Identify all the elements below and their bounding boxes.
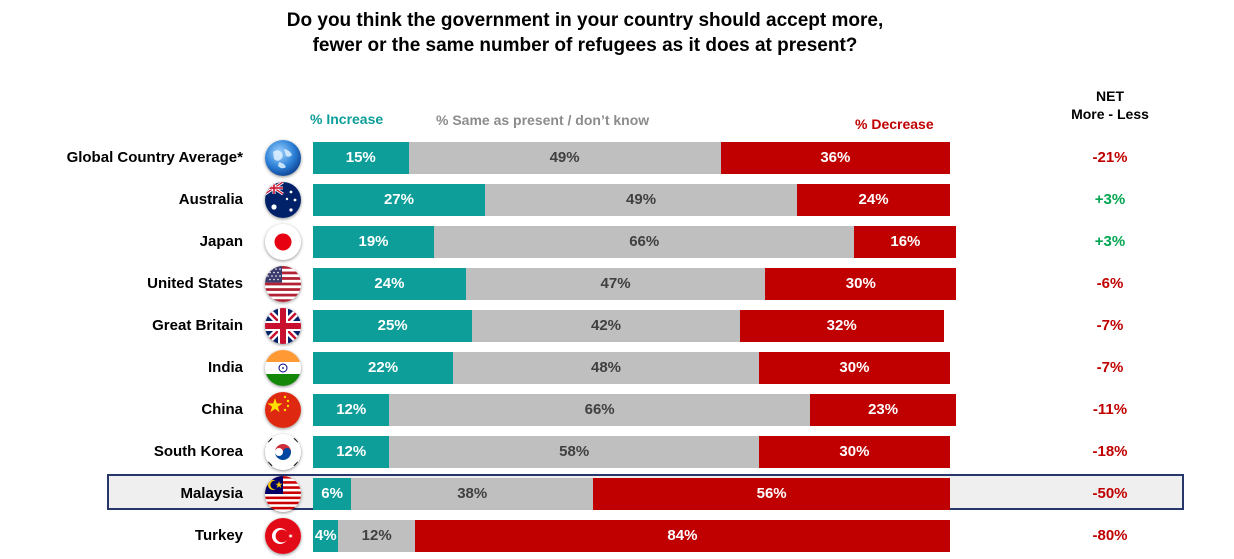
bar-dec-japan: 16% <box>854 226 957 258</box>
country-label-great-britain: Great Britain <box>152 317 243 334</box>
bar-same-great-britain: 42% <box>472 310 740 342</box>
country-label-global-country-average: Global Country Average* <box>66 149 243 166</box>
bar-same-malaysia: 38% <box>351 478 594 510</box>
turkey-flag-icon <box>265 518 301 554</box>
bar-dec-china: 23% <box>809 394 957 426</box>
bar-same-india: 48% <box>453 352 759 384</box>
net-value-great-britain: -7% <box>1096 317 1124 334</box>
bar-inc-south-korea: 12% <box>313 436 390 468</box>
country-label-japan: Japan <box>199 233 243 250</box>
country-label-turkey: Turkey <box>194 527 243 544</box>
bar-row-japan: Japan 19% 66% 16% +3% <box>0 224 1234 260</box>
net-header-line-2: More - Less <box>1071 106 1149 122</box>
bar-same-global-country-average: 49% <box>408 142 721 174</box>
net-column-header: NET More - Less <box>1040 87 1180 123</box>
net-value-japan: +3% <box>1094 233 1126 250</box>
china-flag-icon <box>265 392 301 428</box>
bar-same-united-states: 47% <box>465 268 766 300</box>
bar-same-turkey: 12% <box>338 520 415 552</box>
usa-flag-icon <box>265 266 301 302</box>
bar-same-south-korea: 58% <box>389 436 759 468</box>
malaysia-flag-icon <box>265 476 301 512</box>
country-label-united-states: United States <box>147 275 243 292</box>
chart-title: Do you think the government in your coun… <box>0 8 1170 58</box>
australia-flag-icon <box>265 182 301 218</box>
bar-same-japan: 66% <box>434 226 855 258</box>
bar-row-turkey: Turkey 4% 12% 84% -80% <box>0 518 1234 554</box>
india-flag-icon <box>265 350 301 386</box>
south-korea-flag-icon <box>265 434 301 470</box>
net-value-india: -7% <box>1096 359 1124 376</box>
bar-same-australia: 49% <box>484 184 798 216</box>
bar-dec-turkey: 84% <box>414 520 950 552</box>
bar-dec-great-britain: 32% <box>739 310 944 342</box>
bar-inc-china: 12% <box>313 394 390 426</box>
bar-dec-india: 30% <box>758 352 950 384</box>
bar-inc-turkey: 4% <box>313 520 339 552</box>
chart-title-line-2: fewer or the same number of refugees as … <box>312 35 858 56</box>
country-label-australia: Australia <box>178 191 243 208</box>
country-label-china: China <box>201 401 243 418</box>
japan-flag-icon <box>265 224 301 260</box>
bar-inc-malaysia: 6% <box>313 478 352 510</box>
bar-row-malaysia: Malaysia 6% 38% 56% -50% <box>0 476 1234 512</box>
bar-inc-india: 22% <box>313 352 454 384</box>
net-value-australia: +3% <box>1094 191 1126 208</box>
uk-flag-icon <box>265 308 301 344</box>
bar-row-south-korea: South Korea 12% 58% 30% -18% <box>0 434 1234 470</box>
bar-dec-australia: 24% <box>797 184 950 216</box>
country-label-south-korea: South Korea <box>153 443 243 460</box>
bar-row-australia: Australia 27% 49% 24% +3% <box>0 182 1234 218</box>
bar-row-india: India 22% 48% 30% -7% <box>0 350 1234 386</box>
bar-dec-south-korea: 30% <box>758 436 950 468</box>
bar-row-global-country-average: Global Country Average* 15% 49% 36% -21% <box>0 140 1234 176</box>
legend-same: % Same as present / don’t know <box>436 112 650 128</box>
net-value-south-korea: -18% <box>1092 443 1128 460</box>
bar-inc-australia: 27% <box>313 184 485 216</box>
bar-row-great-britain: Great Britain 25% 42% 32% -7% <box>0 308 1234 344</box>
net-value-turkey: -80% <box>1092 527 1128 544</box>
bar-same-china: 66% <box>389 394 810 426</box>
net-value-united-states: -6% <box>1096 275 1124 292</box>
bar-dec-global-country-average: 36% <box>720 142 950 174</box>
bar-inc-united-states: 24% <box>313 268 466 300</box>
bar-inc-japan: 19% <box>313 226 435 258</box>
bar-inc-global-country-average: 15% <box>313 142 409 174</box>
bar-dec-malaysia: 56% <box>593 478 950 510</box>
bar-row-china: China 12% 66% 23% -11% <box>0 392 1234 428</box>
net-header-line-1: NET <box>1096 88 1124 104</box>
bar-row-united-states: United States 24% 47% 30% -6% <box>0 266 1234 302</box>
country-label-india: India <box>207 359 243 376</box>
bar-dec-united-states: 30% <box>765 268 957 300</box>
chart-title-line-1: Do you think the government in your coun… <box>286 10 884 31</box>
legend-decrease: % Decrease <box>855 116 934 132</box>
legend-increase: % Increase <box>310 111 384 127</box>
net-value-china: -11% <box>1092 401 1128 418</box>
net-value-malaysia: -50% <box>1092 485 1128 502</box>
bar-inc-great-britain: 25% <box>313 310 473 342</box>
country-label-malaysia: Malaysia <box>180 485 243 502</box>
globe-flag-icon <box>265 140 301 176</box>
net-value-global-country-average: -21% <box>1092 149 1128 166</box>
